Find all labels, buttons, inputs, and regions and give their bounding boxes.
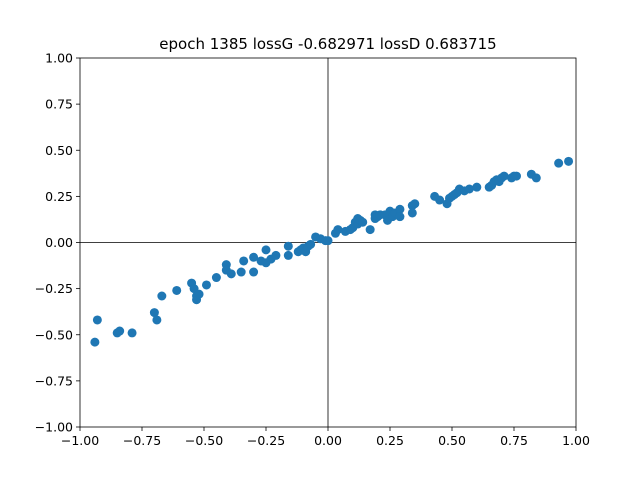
data-point [283, 241, 293, 251]
data-point [464, 184, 474, 194]
data-point [261, 245, 271, 255]
data-point [511, 171, 521, 181]
y-tick-label: 0.50 [45, 143, 73, 158]
data-point [564, 156, 574, 166]
data-point [90, 337, 100, 347]
data-point [149, 308, 159, 318]
data-point [395, 212, 405, 222]
data-point [201, 280, 211, 290]
data-point [115, 326, 125, 336]
y-tick-label: 1.00 [45, 51, 73, 66]
data-point [333, 225, 343, 235]
data-point [226, 269, 236, 279]
data-point [472, 182, 482, 192]
data-point [239, 256, 249, 266]
data-point [249, 267, 259, 277]
data-point [271, 250, 281, 260]
data-point [531, 173, 541, 183]
data-point [499, 171, 509, 181]
x-tick-label: 0.25 [376, 433, 404, 448]
data-point [323, 236, 333, 246]
y-tick-label: −0.75 [35, 373, 73, 388]
y-tick-label: −0.25 [35, 281, 73, 296]
data-point [554, 158, 564, 168]
y-tick-label: −1.00 [35, 420, 73, 435]
data-point [236, 267, 246, 277]
data-point [365, 225, 375, 235]
data-point [92, 315, 102, 325]
chart-title: epoch 1385 lossG -0.682971 lossD 0.68371… [159, 35, 496, 53]
x-tick-label: 0.00 [314, 433, 342, 448]
x-tick-label: −1.00 [61, 433, 99, 448]
y-tick-label: 0.25 [45, 189, 73, 204]
data-point [127, 328, 137, 338]
y-tick-label: 0.00 [45, 235, 73, 250]
data-point [283, 250, 293, 260]
x-tick-label: −0.50 [185, 433, 223, 448]
data-point [249, 252, 259, 262]
x-tick-label: 1.00 [562, 433, 590, 448]
data-point [306, 239, 316, 249]
data-point [358, 217, 368, 227]
data-point [194, 289, 204, 299]
series-points [90, 156, 574, 347]
data-point [410, 199, 420, 209]
data-point [407, 208, 417, 218]
x-tick-label: 0.75 [500, 433, 528, 448]
x-tick-label: −0.25 [247, 433, 285, 448]
data-point [395, 204, 405, 214]
data-point [435, 195, 445, 205]
data-point [152, 315, 162, 325]
x-tick-label: −0.75 [123, 433, 161, 448]
data-point [211, 273, 221, 283]
x-tick-label: 0.50 [438, 433, 466, 448]
plot-area: −1.00 −0.75 −0.50 −0.25 0.00 0.25 0.50 0.75 1.00… [35, 51, 590, 449]
y-tick-label: 0.75 [45, 97, 73, 112]
data-point [172, 285, 182, 295]
data-point [157, 291, 167, 301]
y-tick-label: −0.50 [35, 327, 73, 342]
